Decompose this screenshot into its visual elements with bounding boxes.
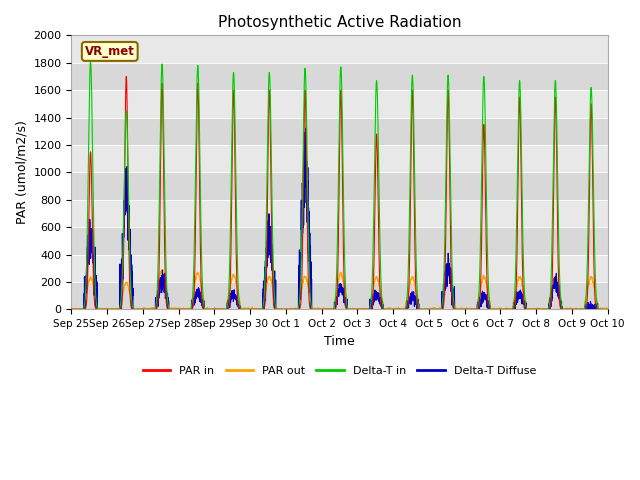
PAR out — [604, 307, 612, 312]
Bar — [72, 145, 608, 172]
Bar — [72, 282, 608, 310]
Legend: PAR in, PAR out, Delta-T in, Delta-T Diffuse: PAR in, PAR out, Delta-T in, Delta-T Dif… — [138, 362, 541, 381]
Delta-T in — [164, 300, 172, 306]
Delta-T Diffuse — [604, 307, 612, 312]
PAR out — [490, 307, 498, 312]
PAR out — [604, 306, 611, 312]
Bar — [72, 255, 608, 282]
PAR out — [430, 307, 438, 312]
Bar — [72, 172, 608, 200]
PAR out — [68, 307, 76, 312]
Line: PAR out: PAR out — [72, 270, 608, 310]
PAR out — [159, 267, 166, 273]
Delta-T in — [490, 307, 498, 312]
PAR out — [320, 305, 328, 311]
PAR in — [460, 307, 468, 312]
Bar — [72, 200, 608, 227]
Delta-T Diffuse — [460, 307, 468, 312]
Delta-T Diffuse — [490, 307, 498, 312]
Delta-T in — [68, 307, 76, 312]
PAR in — [604, 307, 611, 312]
PAR in — [68, 307, 76, 312]
Line: Delta-T in: Delta-T in — [72, 61, 608, 310]
PAR in — [164, 306, 172, 312]
Line: PAR in: PAR in — [72, 76, 608, 310]
Delta-T Diffuse — [164, 300, 172, 306]
Line: Delta-T Diffuse: Delta-T Diffuse — [72, 128, 608, 310]
PAR in — [430, 307, 438, 312]
Delta-T in — [86, 59, 94, 64]
Bar — [72, 118, 608, 145]
PAR in — [604, 307, 612, 312]
Text: VR_met: VR_met — [85, 45, 134, 58]
Bar — [72, 63, 608, 90]
Delta-T Diffuse — [68, 307, 76, 312]
PAR out — [164, 297, 172, 303]
PAR in — [122, 73, 130, 79]
PAR in — [319, 307, 327, 312]
Bar — [72, 227, 608, 255]
X-axis label: Time: Time — [324, 335, 355, 348]
PAR in — [490, 307, 498, 312]
Delta-T Diffuse — [302, 125, 310, 131]
Delta-T in — [319, 307, 327, 312]
Delta-T in — [430, 307, 438, 312]
PAR out — [68, 306, 76, 312]
Bar — [72, 36, 608, 63]
Y-axis label: PAR (umol/m2/s): PAR (umol/m2/s) — [15, 120, 28, 224]
Delta-T Diffuse — [319, 307, 327, 312]
PAR out — [460, 306, 468, 312]
Delta-T Diffuse — [430, 307, 438, 312]
Delta-T in — [604, 307, 611, 312]
Delta-T Diffuse — [604, 307, 611, 312]
Bar — [72, 90, 608, 118]
Delta-T in — [460, 307, 468, 312]
Title: Photosynthetic Active Radiation: Photosynthetic Active Radiation — [218, 15, 461, 30]
Delta-T in — [604, 307, 612, 312]
